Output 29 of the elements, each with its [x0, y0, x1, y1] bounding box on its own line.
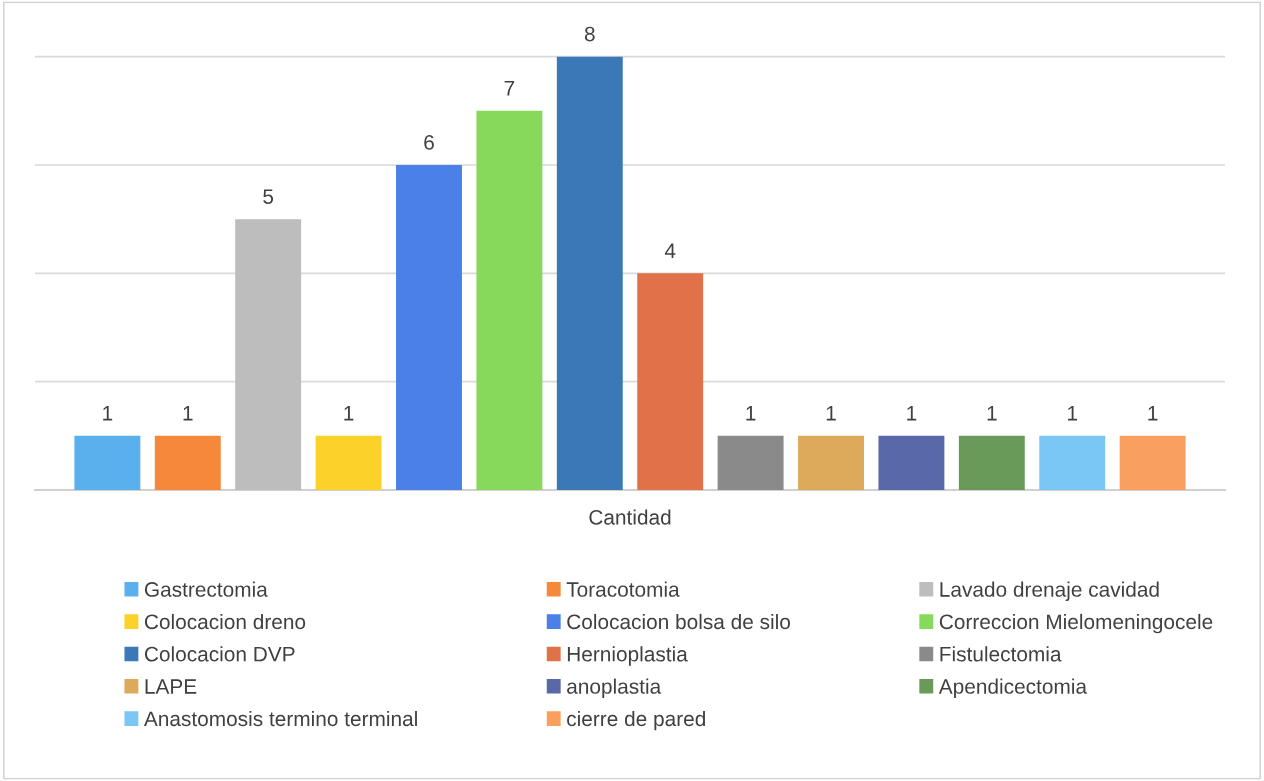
data-label: 1 [987, 406, 997, 421]
data-label: 1 [1068, 406, 1078, 421]
legend-label: Gastrectomia [144, 581, 268, 597]
legend-label: Colocacion DVP [144, 646, 295, 662]
data-label: 1 [907, 406, 917, 421]
legend-label: cierre de pared [567, 710, 705, 731]
data-label: 8 [584, 26, 595, 42]
legend-label: Toracotomia [566, 581, 680, 597]
legend-label: Correccion Mielomeningocele [939, 613, 1213, 634]
data-label: 1 [344, 406, 354, 421]
legend-label: Apendicectomia [938, 678, 1088, 698]
legend-label: Colocacion dreno [144, 613, 306, 630]
legend-label: Colocacion bolsa de silo [567, 613, 790, 630]
data-label: 7 [504, 81, 515, 96]
x-axis-title: Cantidad [589, 509, 671, 525]
data-label: 4 [664, 243, 676, 258]
legend-label: Fistulectomia [940, 646, 1062, 662]
legend-label: Lavado drenaje cavidad [940, 581, 1159, 601]
data-label: 6 [424, 135, 434, 150]
legend-label: LAPE [145, 679, 197, 694]
data-label: 1 [746, 406, 756, 421]
legend-label: Anastomosis termino terminal [143, 710, 417, 727]
data-label: 1 [1148, 406, 1158, 421]
legend-label: anoplastia [567, 678, 662, 698]
data-label: 1 [183, 406, 193, 421]
data-label: 1 [826, 406, 836, 421]
data-label: 1 [103, 406, 113, 421]
legend-label: Hernioplastia [567, 646, 688, 666]
data-label: 5 [263, 189, 274, 204]
